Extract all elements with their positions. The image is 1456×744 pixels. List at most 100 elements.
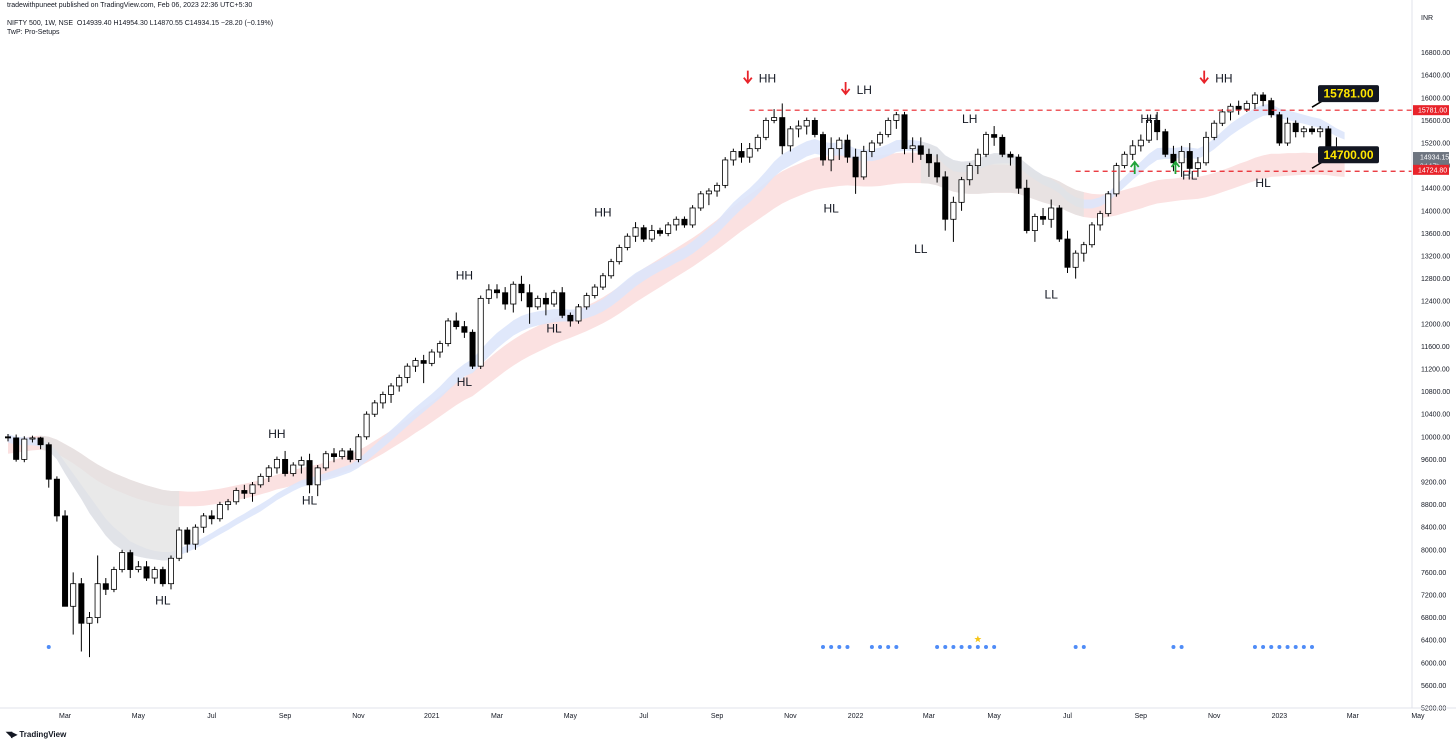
candle-body — [420, 360, 427, 364]
publisher-line: tradewithpuneet published on TradingView… — [7, 2, 253, 9]
time-tick-label: Nov — [1208, 713, 1221, 720]
swing-label: HL — [1255, 176, 1271, 190]
time-tick-label: Mar — [491, 713, 504, 720]
candle-body — [844, 139, 851, 158]
candle-body — [396, 377, 403, 387]
candle-body — [1211, 122, 1218, 138]
candle-body — [330, 453, 337, 457]
candle-body — [836, 139, 843, 150]
candle-body — [127, 552, 134, 570]
signal-dot — [1252, 645, 1257, 649]
candle-body — [1105, 193, 1112, 215]
green-up-arrow-icon — [1129, 160, 1140, 174]
candle-body — [363, 413, 370, 438]
candle-body — [632, 227, 639, 237]
candle-body — [62, 515, 69, 607]
candle-body — [388, 385, 395, 395]
candle-body — [559, 292, 566, 316]
candle-body — [1146, 120, 1153, 141]
time-tick-label: 2023 — [1272, 713, 1288, 720]
candle-body — [453, 320, 460, 328]
candle-body — [208, 515, 215, 520]
signal-dot — [869, 645, 874, 649]
red-down-arrow-icon — [1199, 70, 1209, 85]
ema-bands — [8, 104, 1345, 561]
candle-body — [445, 320, 452, 344]
candle-body — [233, 490, 240, 503]
candle-body — [404, 365, 411, 378]
level-price-tag — [1413, 164, 1449, 175]
level-price-value: 15781.00 — [1418, 108, 1447, 115]
price-tick-label: 9200.00 — [1421, 480, 1446, 487]
candle-body — [1243, 103, 1250, 110]
candle-body — [893, 114, 900, 121]
price-tick-label: 12400.00 — [1421, 299, 1450, 306]
candle-body — [412, 360, 419, 367]
swing-label: LH — [962, 112, 977, 126]
candle-body — [282, 458, 289, 474]
signal-dot — [829, 645, 834, 649]
candle-body — [624, 235, 631, 248]
candle-body — [779, 117, 786, 147]
price-tick-label: 13200.00 — [1421, 254, 1450, 261]
candle-body — [1194, 162, 1201, 169]
time-tick-label: 2021 — [424, 713, 440, 720]
candle-body — [803, 120, 810, 127]
candle-body — [917, 145, 924, 155]
swing-label: HH — [268, 427, 285, 441]
candle-body — [1064, 238, 1071, 268]
candle-body — [1251, 94, 1258, 104]
signal-dot — [935, 645, 940, 649]
time-tick-label: Nov — [352, 713, 365, 720]
candle-body — [192, 526, 199, 545]
signal-dots — [46, 635, 1314, 649]
candle-body — [176, 529, 183, 559]
candle-body — [526, 292, 533, 308]
candle-body — [339, 450, 346, 457]
candle-body — [877, 134, 884, 144]
candle-body — [13, 437, 20, 460]
signal-dot — [1285, 645, 1290, 649]
swing-label: HL — [1182, 169, 1198, 183]
candle-body — [1072, 252, 1079, 268]
candle-body — [510, 283, 517, 305]
swing-annotations: HH LH HH HH LH HH HH HH HL HL HL HL HL LL LL HL HL — [155, 70, 1271, 608]
level-callout-box — [1318, 85, 1379, 103]
tradingview-brand[interactable]: ◥▶ TradingView — [6, 730, 66, 739]
price-tick-label: 13600.00 — [1421, 231, 1450, 238]
fast-ema-band — [8, 104, 1345, 561]
candle-body — [298, 460, 305, 466]
signal-dot — [1171, 645, 1176, 649]
price-tick-label: 5600.00 — [1421, 683, 1446, 690]
price-tick-label: 9600.00 — [1421, 457, 1446, 464]
candle-body — [681, 218, 688, 226]
candle-body — [347, 450, 354, 460]
signal-dot — [837, 645, 842, 649]
candle-body — [184, 529, 191, 545]
swing-label: HH — [759, 72, 776, 86]
candle-body — [950, 201, 957, 220]
candle-body — [983, 134, 990, 155]
candle-body — [461, 326, 468, 333]
candle-body — [135, 566, 142, 570]
candle-body — [1129, 145, 1136, 155]
candle-body — [811, 120, 818, 135]
candle-body — [502, 292, 509, 305]
price-tick-label: 8800.00 — [1421, 502, 1446, 509]
price-tick-label: 12000.00 — [1421, 321, 1450, 328]
candle-body — [771, 117, 778, 121]
time-tick-label: Sep — [1135, 713, 1148, 720]
candle-body — [648, 230, 655, 240]
candle-body — [273, 458, 280, 469]
price-tick-label: 15600.00 — [1421, 118, 1450, 125]
swing-label: HL — [546, 321, 562, 335]
candle-body — [1178, 151, 1185, 164]
price-tick-label: 16000.00 — [1421, 95, 1450, 102]
candle-body — [355, 436, 362, 460]
candle-body — [110, 569, 117, 590]
candle-body — [493, 289, 500, 294]
candle-body — [852, 156, 859, 178]
candle-body — [119, 552, 126, 570]
candle-body — [469, 331, 476, 367]
